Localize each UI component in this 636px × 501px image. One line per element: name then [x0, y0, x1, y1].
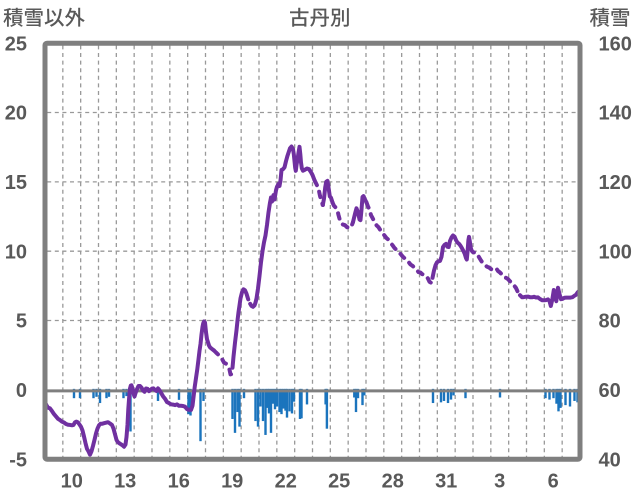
svg-text:25: 25 — [5, 33, 27, 55]
svg-text:6: 6 — [548, 471, 559, 493]
svg-text:10: 10 — [61, 471, 83, 493]
svg-text:100: 100 — [599, 241, 632, 263]
svg-text:60: 60 — [599, 380, 621, 402]
svg-text:28: 28 — [382, 471, 404, 493]
svg-text:40: 40 — [599, 449, 621, 471]
svg-text:25: 25 — [328, 471, 350, 493]
svg-text:0: 0 — [16, 380, 27, 402]
svg-text:20: 20 — [5, 103, 27, 125]
svg-text:31: 31 — [435, 471, 457, 493]
svg-text:160: 160 — [599, 33, 632, 55]
svg-text:10: 10 — [5, 241, 27, 263]
svg-text:120: 120 — [599, 172, 632, 194]
svg-text:5: 5 — [16, 311, 27, 333]
svg-text:15: 15 — [5, 172, 27, 194]
svg-text:-5: -5 — [9, 449, 27, 471]
svg-text:13: 13 — [114, 471, 136, 493]
svg-text:16: 16 — [168, 471, 190, 493]
svg-text:80: 80 — [599, 311, 621, 333]
svg-text:19: 19 — [221, 471, 243, 493]
svg-text:22: 22 — [275, 471, 297, 493]
svg-text:3: 3 — [494, 471, 505, 493]
svg-text:140: 140 — [599, 103, 632, 125]
